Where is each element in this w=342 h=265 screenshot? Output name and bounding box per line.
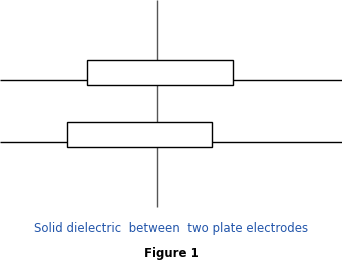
Bar — [87, 60, 233, 85]
Text: Figure 1: Figure 1 — [144, 247, 198, 260]
Text: Solid dielectric  between  two plate electrodes: Solid dielectric between two plate elect… — [34, 222, 308, 235]
Bar — [67, 122, 212, 147]
